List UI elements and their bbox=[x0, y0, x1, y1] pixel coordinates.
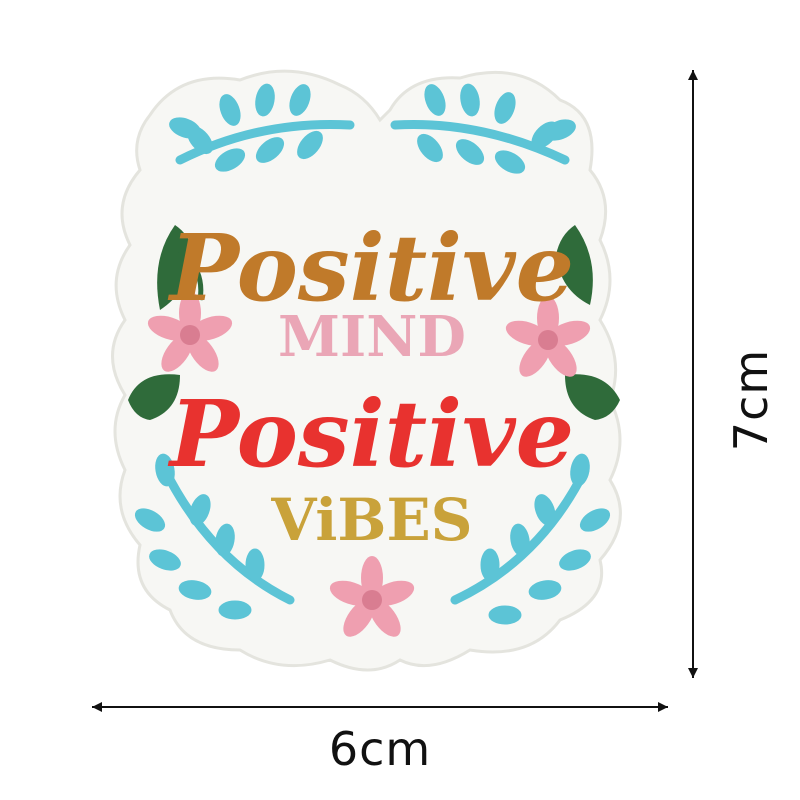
height-dimension-line bbox=[688, 70, 698, 678]
leaf-branch-icon bbox=[166, 81, 355, 177]
width-label: 6cm bbox=[328, 722, 432, 776]
patch-text-vibes: ViBES bbox=[270, 486, 472, 554]
leaf-branch-icon bbox=[131, 452, 295, 620]
pink-flower-icon bbox=[502, 296, 594, 383]
leaf-branch-icon bbox=[390, 81, 579, 179]
patch-text-positive-top: Positive bbox=[167, 214, 574, 322]
green-leaf-icon bbox=[128, 225, 620, 420]
width-dimension-line bbox=[92, 702, 668, 712]
pink-flower-icon bbox=[144, 291, 236, 378]
patch-text-mind: MIND bbox=[278, 304, 466, 370]
pink-flower-icon bbox=[326, 556, 418, 643]
patch-body bbox=[111, 69, 622, 672]
leaf-branch-icon bbox=[450, 452, 614, 625]
patch-text-positive-bottom: Positive bbox=[167, 380, 574, 488]
height-label: 7cm bbox=[724, 348, 778, 452]
